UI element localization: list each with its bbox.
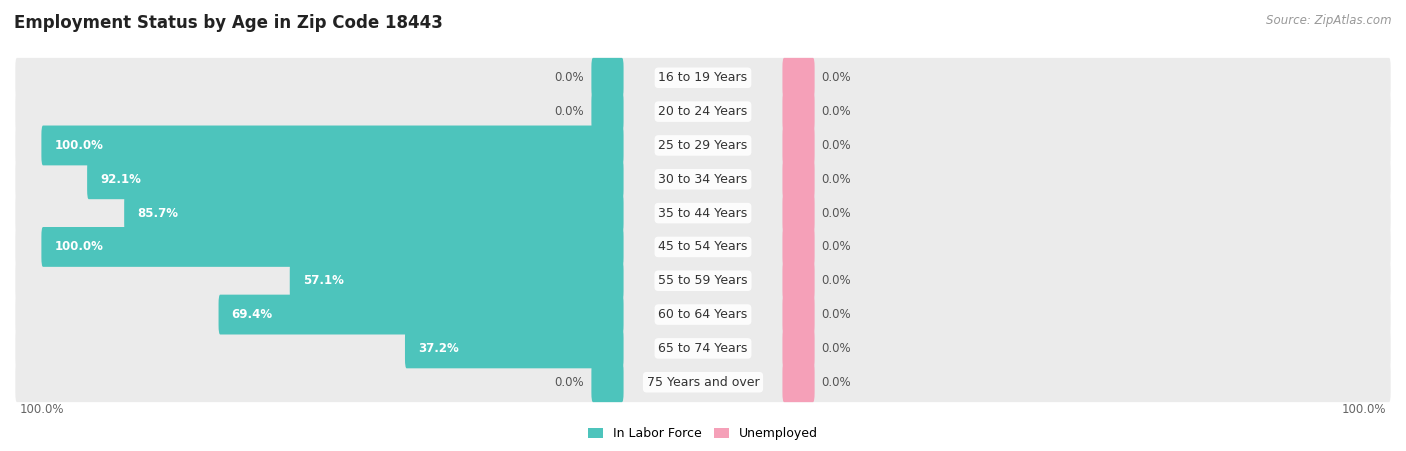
FancyBboxPatch shape — [15, 159, 1391, 199]
FancyBboxPatch shape — [15, 92, 1391, 132]
FancyBboxPatch shape — [15, 193, 1391, 233]
Text: 0.0%: 0.0% — [555, 376, 585, 389]
FancyBboxPatch shape — [15, 328, 1391, 368]
Text: 60 to 64 Years: 60 to 64 Years — [658, 308, 748, 321]
Text: 30 to 34 Years: 30 to 34 Years — [658, 173, 748, 186]
Text: 0.0%: 0.0% — [821, 308, 851, 321]
Text: 0.0%: 0.0% — [821, 342, 851, 355]
FancyBboxPatch shape — [782, 362, 814, 402]
Text: 0.0%: 0.0% — [821, 376, 851, 389]
Text: 0.0%: 0.0% — [821, 71, 851, 84]
Text: 0.0%: 0.0% — [821, 207, 851, 220]
FancyBboxPatch shape — [782, 295, 814, 335]
FancyBboxPatch shape — [41, 227, 624, 267]
Text: Source: ZipAtlas.com: Source: ZipAtlas.com — [1267, 14, 1392, 27]
Text: 55 to 59 Years: 55 to 59 Years — [658, 274, 748, 287]
FancyBboxPatch shape — [15, 227, 1391, 267]
Text: 0.0%: 0.0% — [821, 139, 851, 152]
FancyBboxPatch shape — [405, 328, 624, 368]
Text: 57.1%: 57.1% — [302, 274, 344, 287]
FancyBboxPatch shape — [782, 92, 814, 132]
FancyBboxPatch shape — [218, 295, 624, 335]
FancyBboxPatch shape — [15, 261, 1391, 301]
FancyBboxPatch shape — [782, 227, 814, 267]
Text: 69.4%: 69.4% — [232, 308, 273, 321]
Text: 25 to 29 Years: 25 to 29 Years — [658, 139, 748, 152]
FancyBboxPatch shape — [592, 362, 624, 402]
Text: 0.0%: 0.0% — [555, 105, 585, 118]
Text: 100.0%: 100.0% — [55, 240, 104, 253]
Text: 75 Years and over: 75 Years and over — [647, 376, 759, 389]
FancyBboxPatch shape — [124, 193, 624, 233]
FancyBboxPatch shape — [782, 261, 814, 301]
FancyBboxPatch shape — [15, 58, 1391, 98]
Text: 100.0%: 100.0% — [1341, 403, 1386, 416]
Text: 45 to 54 Years: 45 to 54 Years — [658, 240, 748, 253]
Text: 0.0%: 0.0% — [821, 105, 851, 118]
FancyBboxPatch shape — [15, 362, 1391, 402]
FancyBboxPatch shape — [782, 328, 814, 368]
Text: 0.0%: 0.0% — [821, 240, 851, 253]
Text: 0.0%: 0.0% — [555, 71, 585, 84]
Text: 65 to 74 Years: 65 to 74 Years — [658, 342, 748, 355]
FancyBboxPatch shape — [15, 125, 1391, 166]
Legend: In Labor Force, Unemployed: In Labor Force, Unemployed — [583, 423, 823, 446]
FancyBboxPatch shape — [782, 193, 814, 233]
Text: 0.0%: 0.0% — [821, 173, 851, 186]
Text: 20 to 24 Years: 20 to 24 Years — [658, 105, 748, 118]
FancyBboxPatch shape — [592, 92, 624, 132]
FancyBboxPatch shape — [41, 125, 624, 166]
FancyBboxPatch shape — [782, 125, 814, 166]
FancyBboxPatch shape — [15, 295, 1391, 335]
FancyBboxPatch shape — [87, 159, 624, 199]
Text: 35 to 44 Years: 35 to 44 Years — [658, 207, 748, 220]
Text: 37.2%: 37.2% — [418, 342, 458, 355]
FancyBboxPatch shape — [782, 159, 814, 199]
FancyBboxPatch shape — [592, 58, 624, 98]
FancyBboxPatch shape — [290, 261, 624, 301]
Text: 92.1%: 92.1% — [100, 173, 141, 186]
Text: 16 to 19 Years: 16 to 19 Years — [658, 71, 748, 84]
Text: 0.0%: 0.0% — [821, 274, 851, 287]
Text: 100.0%: 100.0% — [20, 403, 65, 416]
FancyBboxPatch shape — [782, 58, 814, 98]
Text: 100.0%: 100.0% — [55, 139, 104, 152]
Text: Employment Status by Age in Zip Code 18443: Employment Status by Age in Zip Code 184… — [14, 14, 443, 32]
Text: 85.7%: 85.7% — [138, 207, 179, 220]
